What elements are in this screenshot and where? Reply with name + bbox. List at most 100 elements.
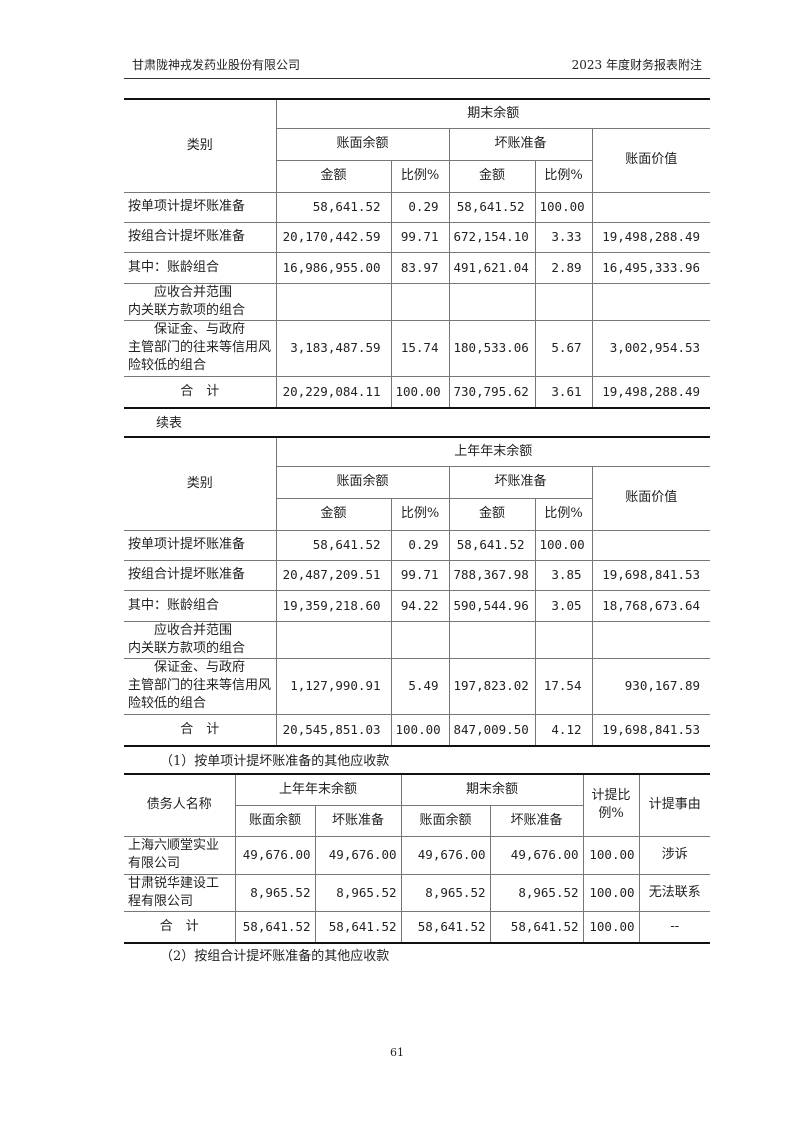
cell: 类别 [124,98,277,193]
cell: 100.00 [582,835,640,875]
cell: 100.00 [534,191,593,223]
header-title: 2023 年度财务报表附注 [571,58,702,72]
row-label: 应收合并范围内关联方款项的组合 [124,620,277,659]
row-label-line2: 主管部门的往来等信用风险较低的组合 [128,678,272,711]
table-row: 合 计 20,229,084.11 100.00 730,795.62 3.61 19,4… [124,375,711,409]
cell: 按组合计提坏账准备 [124,559,277,591]
cell: 0.29 [390,191,450,223]
cell: 合 计 [124,910,236,944]
cell: 计提比例% [582,773,640,837]
table-row: 应收合并范围内关联方款项的组合 [124,620,711,659]
cell: 上海六顺堂实业有限公司 [124,835,236,875]
cell: 49,676.00 [489,835,584,875]
cell: 坏账准备 [448,465,593,499]
cell: 坏账准备 [489,804,584,837]
cell: 8,965.52 [400,873,491,912]
cell: 按单项计提坏账准备 [124,529,277,561]
cell: 15.74 [390,319,450,377]
table-row: 甘肃锐华建设工程有限公司 8,965.52 8,965.52 8,965.52 8,96… [124,873,711,912]
cell: 58,641.52 [314,910,402,944]
cell [591,529,711,561]
cell: 8,965.52 [489,873,584,912]
cell: 比例% [534,159,592,193]
cell: 5.49 [390,657,450,715]
cell: -- [638,910,711,944]
table-row: 其中：账龄组合 16,986,955.00 83.97 491,621.04 2.89 1… [124,251,711,284]
cell: 账面余额 [276,465,450,499]
row-label-line2: 主管部门的往来等信用风险较低的组合 [128,340,272,373]
cell: 8,965.52 [234,873,316,912]
cell: 847,009.50 [448,713,536,747]
cell: 100.00 [390,375,450,409]
cell: 672,154.10 [448,221,536,253]
table-period-end: 类别 期末余额 账面余额 坏账准备 账面价值 金额 比例% 金额 比例% 按单项计提坏账准备 58,… [124,98,711,409]
table-row: 上海六顺堂实业有限公司 49,676.00 49,676.00 49,676.00 49… [124,835,711,875]
cell: 3.61 [534,375,593,409]
cell [591,282,711,321]
cell: 涉诉 [638,835,711,875]
cell [275,282,392,321]
cell: 99.71 [390,559,450,591]
table-row: 合 计 20,545,851.03 100.00 847,009.50 4.12 19,6… [124,713,711,747]
cell: 58,641.52 [489,910,584,944]
cell: 5.67 [534,319,593,377]
cell: 58,641.52 [275,529,392,561]
table-row: 保证金、与政府 主管部门的往来等信用风险较低的组合 3,183,487.59 15.7… [124,319,711,377]
cell: 94.22 [390,589,450,622]
cell: 按组合计提坏账准备 [124,221,277,253]
cell: 49,676.00 [314,835,402,875]
cell [591,191,711,223]
cell: 17.54 [534,657,593,715]
cell: 19,698,841.53 [591,559,711,591]
cell: 100.00 [582,873,640,912]
row-label: 保证金、与政府 主管部门的往来等信用风险较低的组合 [124,657,277,715]
table-row: 合 计 58,641.52 58,641.52 58,641.52 58,641.52 1… [124,910,711,944]
cell: 180,533.06 [448,319,536,377]
cell [390,282,450,321]
cell: 账面余额 [235,804,316,837]
cell: 58,641.52 [448,191,536,223]
cell: 账面价值 [591,127,711,193]
cell: 730,795.62 [448,375,536,409]
cell: 930,167.89 [591,657,711,715]
cell: 其中：账龄组合 [124,589,277,622]
row-label-line2: 内关联方款项的组合 [128,640,246,656]
cell: 49,676.00 [400,835,491,875]
cell: 19,498,288.49 [591,221,711,253]
note-1: （1）按单项计提坏账准备的其他应收款 [160,754,390,769]
table-row: 按组合计提坏账准备 20,487,209.51 99.71 788,367.98 3.8… [124,559,711,591]
cell: 按单项计提坏账准备 [124,191,277,223]
row-label: 保证金、与政府 主管部门的往来等信用风险较低的组合 [124,319,277,377]
continued-label: 续表 [156,416,183,431]
cell: 83.97 [390,251,450,284]
cell: 20,487,209.51 [275,559,392,591]
cell: 491,621.04 [448,251,536,284]
cell: 16,495,333.96 [591,251,711,284]
cell: 上年年末余额 [234,773,402,806]
table-row: 其中：账龄组合 19,359,218.60 94.22 590,544.96 3.05 1… [124,589,711,622]
cell: 3.85 [534,559,593,591]
cell: 19,359,218.60 [275,589,392,622]
cell: 期末余额 [275,98,711,129]
cell: 58,641.52 [275,191,392,223]
cell: 4.12 [534,713,593,747]
cell: 金额 [276,497,392,531]
cell: 8,965.52 [314,873,402,912]
table-row: 保证金、与政府 主管部门的往来等信用风险较低的组合 1,127,990.91 5.49… [124,657,711,715]
table-row: 按组合计提坏账准备 20,170,442.59 99.71 672,154.10 3.3… [124,221,711,253]
table-individual-provision: 债务人名称 上年年末余额 期末余额 计提比例% 计提事由 账面余额 坏账准备 账面余额 坏账准备… [124,773,711,944]
note-2: （2）按组合计提坏账准备的其他应收款 [160,949,390,964]
cell: 金额 [276,159,392,193]
cell: 账面余额 [400,804,491,837]
cell [591,620,711,659]
cell: 比例% [534,497,592,531]
table-row: 按单项计提坏账准备 58,641.52 0.29 58,641.52 100.00 [124,529,711,561]
cell: 上年年末余额 [275,436,711,467]
cell: 计提事由 [638,773,711,837]
cell: 账面余额 [276,127,450,161]
table-row: 按单项计提坏账准备 58,641.52 0.29 58,641.52 100.00 [124,191,711,223]
row-label-line1: 应收合并范围 [154,622,233,638]
cell: 590,544.96 [448,589,536,622]
cell: 99.71 [390,221,450,253]
page-number: 61 [390,1046,404,1059]
